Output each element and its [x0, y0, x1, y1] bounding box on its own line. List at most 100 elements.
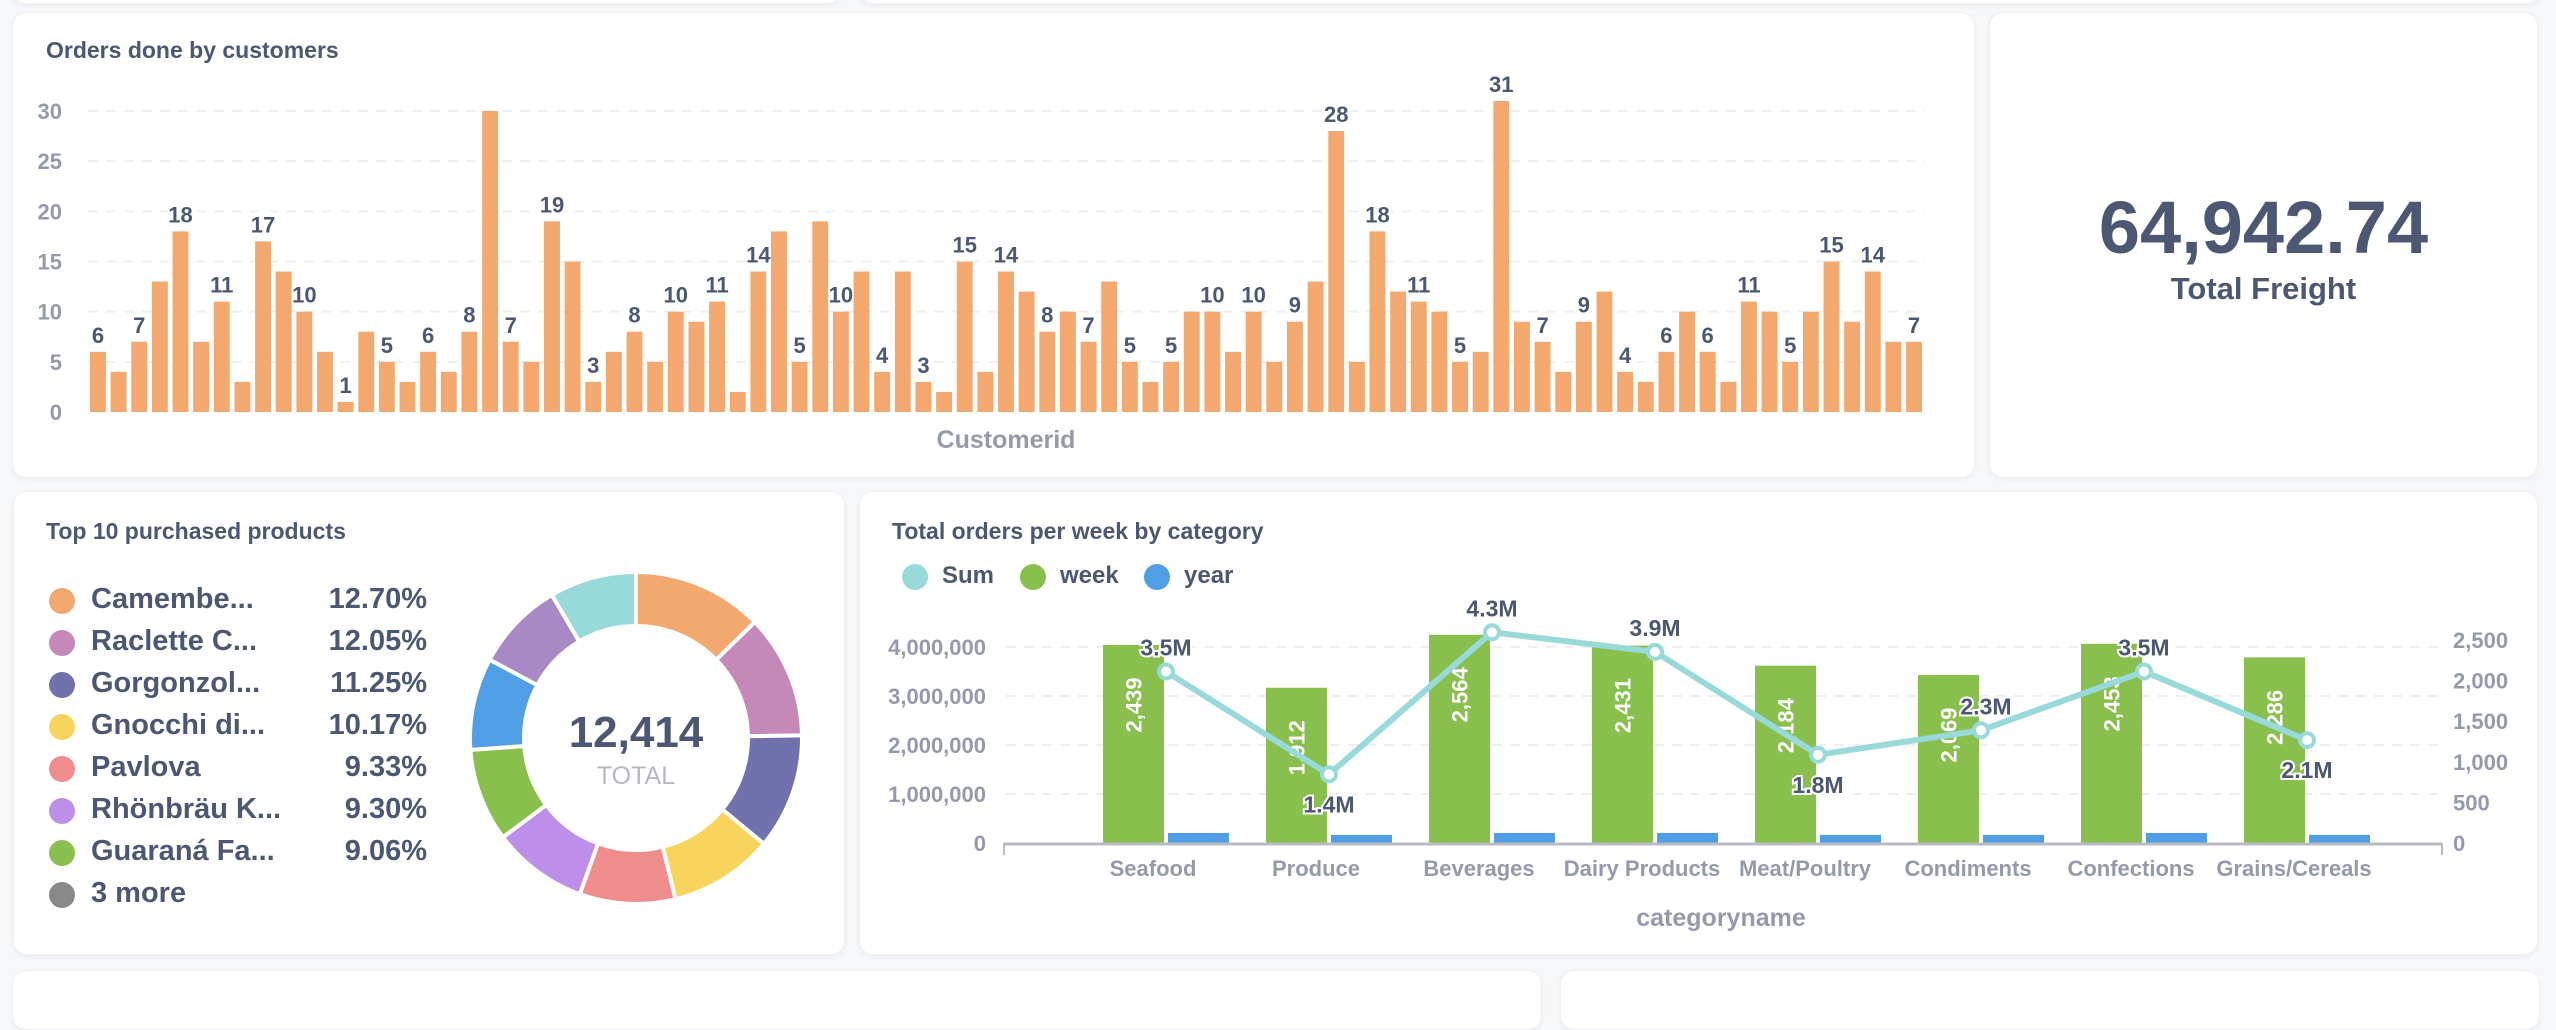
sum-point[interactable] [1646, 642, 1664, 661]
customer-bar[interactable] [1390, 291, 1407, 412]
customer-bar[interactable] [874, 371, 891, 412]
week-bar[interactable] [2244, 657, 2305, 843]
customer-bar[interactable] [296, 311, 313, 412]
sum-point[interactable] [2135, 662, 2153, 681]
customer-bar[interactable] [647, 361, 664, 412]
customer-bar[interactable] [729, 391, 746, 412]
legend-item[interactable]: Raclette C... 12.05% [0, 623, 427, 663]
customer-bar[interactable] [317, 351, 333, 412]
customer-bar[interactable] [544, 221, 560, 412]
customer-bar[interactable] [791, 361, 808, 412]
customer-bar[interactable] [378, 361, 395, 412]
customer-bar[interactable] [1637, 381, 1654, 412]
customer-bar[interactable] [771, 231, 787, 412]
customer-bar[interactable] [275, 271, 292, 412]
total-freight-card[interactable]: 64,942.74 Total Freight [1989, 12, 2538, 478]
week-bar[interactable] [1592, 645, 1653, 843]
customer-bar[interactable] [1844, 321, 1861, 412]
customer-bar[interactable] [1575, 321, 1592, 412]
customer-bar[interactable] [1802, 311, 1819, 412]
year-bar[interactable] [1983, 834, 2044, 843]
customer-bar[interactable] [1864, 271, 1881, 412]
customer-bar[interactable] [1328, 131, 1345, 413]
customer-bar[interactable] [1204, 311, 1221, 412]
customer-bar[interactable] [399, 381, 416, 412]
week-bar[interactable] [1103, 644, 1164, 843]
customer-bar[interactable] [936, 391, 953, 412]
customer-bar[interactable] [1183, 311, 1200, 412]
legend-item[interactable]: Gnocchi di... 10.17% [0, 707, 427, 747]
customer-bar[interactable] [1410, 301, 1427, 412]
customer-bar[interactable] [523, 361, 540, 412]
week-bar[interactable] [1755, 665, 1816, 843]
year-bar[interactable] [2309, 834, 2370, 843]
customer-bar[interactable] [626, 331, 643, 412]
customer-bar[interactable] [1142, 381, 1159, 412]
customer-bar[interactable] [1059, 311, 1076, 412]
customer-bar[interactable] [1225, 351, 1241, 412]
customer-bar[interactable] [1472, 351, 1489, 412]
donut-slice[interactable] [549, 569, 638, 645]
customer-bar[interactable] [1513, 321, 1530, 412]
customer-bar[interactable] [131, 341, 148, 412]
category-orders-title[interactable]: Total orders per week by category [892, 518, 1264, 544]
customer-bar[interactable] [151, 281, 168, 412]
customer-bar[interactable] [420, 351, 437, 412]
legend-item[interactable]: Camembe... 12.70% [0, 581, 427, 621]
customer-bar[interactable] [812, 221, 829, 412]
orders-by-customers-title[interactable]: Orders done by customers [46, 37, 339, 63]
year-bar[interactable] [1331, 834, 1392, 843]
week-bar[interactable] [1429, 634, 1490, 843]
customer-bar[interactable] [956, 261, 973, 413]
customer-bar[interactable] [1782, 361, 1799, 412]
customer-bar[interactable] [564, 261, 581, 413]
customer-bar[interactable] [337, 401, 354, 412]
year-bar[interactable] [2146, 832, 2207, 843]
customer-bar[interactable] [1080, 341, 1097, 412]
sum-point[interactable] [1809, 745, 1827, 764]
customer-bar[interactable] [585, 381, 602, 412]
customer-bar[interactable] [832, 311, 849, 412]
customer-bar[interactable] [977, 371, 994, 412]
customer-bar[interactable] [1039, 331, 1056, 412]
customer-bar[interactable] [667, 311, 684, 412]
customer-bar[interactable] [255, 241, 271, 412]
legend-item[interactable]: Rhönbräu K... 9.30% [0, 791, 427, 831]
customer-bar[interactable] [1121, 361, 1138, 412]
sum-point[interactable] [1972, 721, 1990, 740]
legend-item[interactable]: Gorgonzol... 11.25% [0, 665, 427, 705]
year-bar[interactable] [1168, 832, 1229, 843]
customer-bar[interactable] [1266, 361, 1283, 412]
customer-bar[interactable] [440, 371, 457, 412]
customer-bar[interactable] [750, 271, 767, 412]
customer-bar[interactable] [605, 351, 622, 412]
customer-bar[interactable] [1699, 351, 1716, 412]
sum-point[interactable] [1320, 765, 1338, 784]
sum-point[interactable] [1483, 623, 1501, 642]
customer-bar[interactable] [1885, 341, 1902, 412]
customer-bar[interactable] [915, 381, 932, 412]
customer-bar[interactable] [1101, 281, 1118, 412]
customer-bar[interactable] [1452, 361, 1468, 412]
customer-bar[interactable] [1163, 361, 1180, 412]
legend-more[interactable]: 3 more [0, 875, 427, 915]
customer-bar[interactable] [998, 271, 1014, 412]
legend-item[interactable]: Guaraná Fa... 9.06% [0, 833, 427, 873]
customer-bar[interactable] [90, 351, 106, 412]
customer-bar[interactable] [1369, 231, 1386, 412]
customer-bar[interactable] [1348, 361, 1365, 412]
customer-bar[interactable] [1823, 261, 1840, 413]
sum-point[interactable] [1157, 662, 1175, 681]
customer-bar[interactable] [1493, 100, 1510, 412]
customer-bar[interactable] [358, 331, 375, 412]
customer-bar[interactable] [1431, 311, 1448, 412]
customer-bar[interactable] [110, 371, 127, 412]
customer-bar[interactable] [894, 271, 911, 412]
customer-bar[interactable] [1307, 281, 1324, 412]
customer-bar[interactable] [1720, 381, 1737, 412]
week-bar[interactable] [1918, 674, 1979, 843]
customer-bar[interactable] [482, 111, 499, 412]
legend-item[interactable]: Pavlova 9.33% [0, 749, 427, 789]
customer-bar[interactable] [1286, 321, 1303, 412]
customer-bar[interactable] [213, 301, 230, 412]
